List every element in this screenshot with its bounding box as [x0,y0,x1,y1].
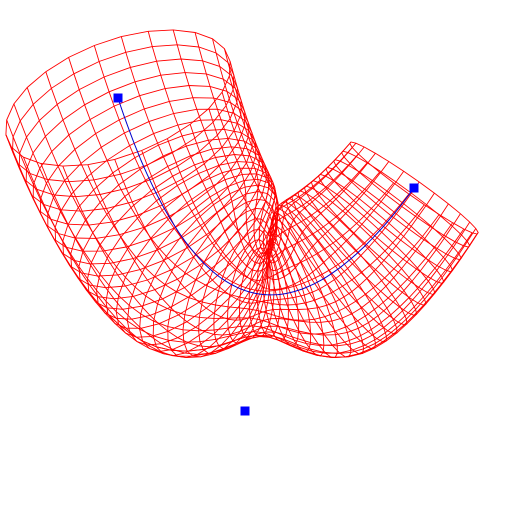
mesh-longitude-line [120,36,394,281]
wireframe-surface [5,29,479,359]
sweep-path-line [117,97,415,296]
mesh-longitude-line [13,103,465,346]
mesh-longitude-line [6,119,473,354]
mesh-longitude-line [223,48,351,253]
mesh-longitude-line [229,61,352,254]
mesh-longitude-line [93,45,410,292]
mesh-longitude-line [87,164,449,336]
mesh-longitude-line [147,31,380,272]
mesh-longitude-line [114,159,435,321]
mesh-longitude-line [68,57,425,306]
mesh-longitude-line [166,138,405,291]
mesh-longitude-line [45,71,440,321]
mesh-longitude-line [228,75,357,258]
mesh-longitude-line [189,124,390,281]
mesh-longitude-line [40,163,471,355]
sweep-path-curve [117,97,415,296]
mesh-longitude-line [5,134,478,358]
control-point-handle[interactable] [409,183,419,193]
mesh-longitude-line [194,32,359,258]
control-point-handle[interactable] [240,406,250,416]
control-points[interactable] [113,93,419,416]
mesh-longitude-line [62,165,461,348]
mesh-longitude-line [212,38,353,255]
control-point-handle[interactable] [113,93,123,103]
mesh-longitude-line [172,29,368,264]
mesh-longitude-line [26,87,453,335]
mesh-longitude-line [23,157,477,359]
mesh-longitude-line [141,150,420,304]
